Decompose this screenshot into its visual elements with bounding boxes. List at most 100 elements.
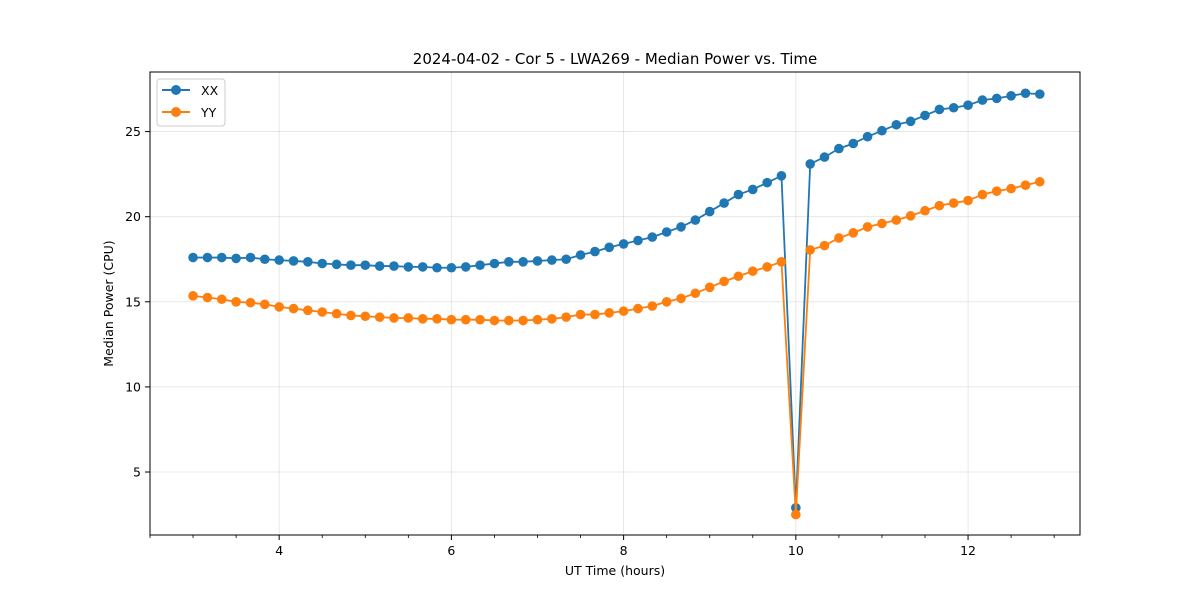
data-point-xx bbox=[991, 93, 1002, 104]
y-axis-label: Median Power (CPU) bbox=[101, 240, 116, 366]
data-point-yy bbox=[704, 282, 715, 293]
data-point-xx bbox=[532, 256, 543, 266]
data-point-xx bbox=[819, 152, 830, 162]
data-point-yy bbox=[647, 301, 658, 311]
data-point-yy bbox=[1006, 183, 1016, 194]
data-point-xx bbox=[862, 131, 873, 142]
series-layer bbox=[188, 88, 1045, 520]
data-point-xx bbox=[891, 119, 902, 130]
legend-label-xx: XX bbox=[201, 83, 219, 98]
data-point-yy bbox=[504, 315, 514, 326]
x-axis-label: UT Time (hours) bbox=[565, 563, 665, 578]
data-point-xx bbox=[647, 232, 658, 242]
y-tick-label: 5 bbox=[133, 465, 141, 480]
series-yy bbox=[188, 176, 1045, 520]
data-point-xx bbox=[202, 252, 213, 263]
data-point-yy bbox=[733, 271, 744, 282]
data-point-yy bbox=[791, 509, 801, 520]
data-point-yy bbox=[532, 314, 543, 325]
data-point-xx bbox=[259, 254, 270, 265]
data-point-xx bbox=[547, 255, 557, 265]
data-point-yy bbox=[963, 195, 973, 206]
data-point-yy bbox=[977, 189, 988, 200]
data-point-xx bbox=[432, 262, 442, 273]
data-point-yy bbox=[891, 215, 902, 225]
data-point-xx bbox=[934, 104, 945, 115]
data-point-xx bbox=[834, 143, 844, 154]
data-point-yy bbox=[489, 315, 500, 326]
data-point-yy bbox=[834, 233, 844, 243]
data-point-xx bbox=[403, 262, 414, 272]
data-point-xx bbox=[374, 261, 385, 271]
legend: XX YY bbox=[156, 78, 226, 127]
data-point-xx bbox=[245, 252, 256, 263]
data-point-xx bbox=[848, 138, 859, 149]
data-point-xx bbox=[188, 252, 198, 263]
data-point-xx bbox=[274, 255, 284, 265]
data-point-yy bbox=[446, 314, 457, 325]
data-point-yy bbox=[633, 303, 643, 314]
data-point-yy bbox=[848, 228, 859, 238]
data-point-xx bbox=[446, 262, 457, 273]
data-point-yy bbox=[762, 262, 772, 272]
data-point-yy bbox=[590, 309, 600, 320]
x-tick-label: 8 bbox=[620, 543, 628, 558]
data-point-yy bbox=[604, 308, 615, 318]
data-point-yy bbox=[776, 257, 787, 267]
data-point-xx bbox=[977, 95, 988, 105]
data-point-yy bbox=[303, 305, 313, 316]
data-point-yy bbox=[747, 266, 758, 276]
data-point-xx bbox=[948, 102, 959, 113]
data-point-yy bbox=[676, 293, 686, 304]
data-point-xx bbox=[618, 239, 629, 249]
y-tick-label: 25 bbox=[125, 124, 141, 139]
y-tick-label: 20 bbox=[125, 209, 141, 224]
data-point-yy bbox=[417, 314, 428, 324]
data-point-xx bbox=[460, 262, 471, 272]
data-point-yy bbox=[274, 302, 284, 312]
data-point-xx bbox=[877, 125, 887, 136]
data-point-yy bbox=[934, 200, 945, 211]
data-point-yy bbox=[1020, 180, 1031, 190]
data-point-yy bbox=[360, 311, 371, 322]
data-point-xx bbox=[561, 254, 571, 265]
data-point-xx bbox=[905, 116, 916, 127]
data-point-yy bbox=[661, 297, 672, 307]
data-point-yy bbox=[460, 314, 471, 325]
data-point-xx bbox=[346, 260, 356, 271]
legend-label-yy: YY bbox=[200, 105, 217, 120]
series-xx bbox=[188, 88, 1045, 513]
data-point-xx bbox=[360, 260, 371, 271]
data-point-xx bbox=[303, 257, 313, 267]
chart-title: 2024-04-02 - Cor 5 - LWA269 - Median Pow… bbox=[413, 50, 817, 68]
data-point-yy bbox=[432, 314, 442, 324]
data-point-xx bbox=[690, 215, 701, 225]
data-point-yy bbox=[475, 314, 485, 325]
data-point-yy bbox=[331, 308, 342, 319]
y-tick-label: 10 bbox=[125, 379, 141, 394]
data-point-xx bbox=[489, 258, 500, 269]
data-point-yy bbox=[259, 299, 270, 310]
data-point-yy bbox=[346, 310, 356, 321]
data-point-yy bbox=[905, 211, 916, 221]
data-point-yy bbox=[389, 313, 399, 323]
data-point-yy bbox=[877, 218, 887, 229]
data-point-xx bbox=[920, 110, 930, 121]
data-point-xx bbox=[676, 222, 686, 232]
data-point-xx bbox=[231, 253, 241, 264]
data-point-yy bbox=[991, 186, 1002, 196]
data-point-yy bbox=[561, 312, 571, 322]
data-point-xx bbox=[661, 227, 672, 237]
data-point-xx bbox=[1006, 91, 1016, 101]
data-point-xx bbox=[776, 171, 787, 181]
data-point-yy bbox=[188, 291, 198, 301]
data-point-xx bbox=[733, 189, 744, 200]
data-point-xx bbox=[1034, 89, 1045, 99]
data-point-yy bbox=[948, 198, 959, 208]
data-point-yy bbox=[202, 292, 213, 303]
data-point-yy bbox=[1034, 176, 1045, 187]
data-point-yy bbox=[374, 312, 385, 322]
data-point-xx bbox=[331, 259, 342, 270]
x-tick-label: 6 bbox=[447, 543, 455, 558]
